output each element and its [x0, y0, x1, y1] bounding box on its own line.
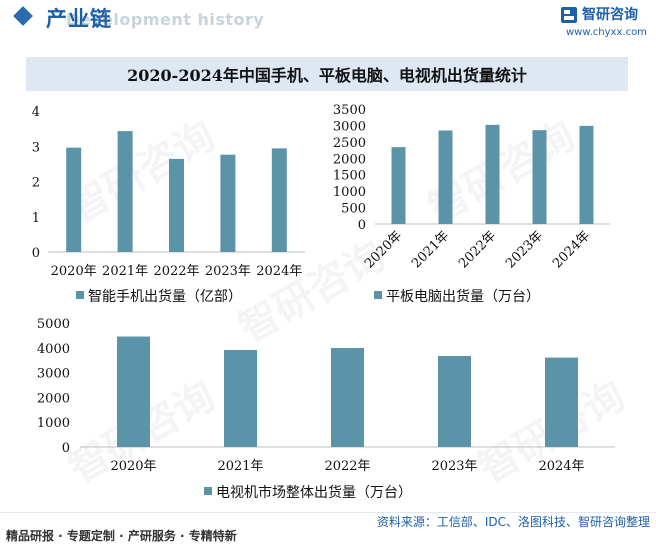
footer-divider — [0, 512, 656, 513]
bar — [224, 350, 257, 447]
bar — [169, 158, 184, 252]
x-tick-label: 2024年 — [538, 459, 584, 474]
section-title: 产业链 — [46, 7, 112, 31]
y-tick-label: 1500 — [333, 169, 366, 184]
legend-label: 电视机市场整体出货量（万台） — [216, 484, 412, 501]
y-tick-label: 500 — [341, 202, 366, 217]
y-tick-label: 4000 — [37, 342, 70, 357]
legend-label: 智能手机出货量（亿部） — [88, 288, 242, 305]
y-tick-label: 1000 — [37, 416, 70, 431]
y-tick-label: 2000 — [37, 391, 70, 406]
x-tick-label: 2022年 — [324, 459, 370, 474]
y-tick-label: 2500 — [333, 136, 366, 151]
legend-swatch — [374, 291, 382, 299]
y-tick-label: 1000 — [333, 185, 366, 200]
y-tick-label: 4 — [32, 105, 40, 120]
y-tick-label: 2 — [32, 176, 40, 191]
y-tick-label: 0 — [62, 441, 70, 456]
bar — [438, 356, 471, 447]
x-tick-label: 2023年 — [431, 459, 477, 474]
x-tick-label: 2020年 — [110, 459, 156, 474]
y-tick-label: 3000 — [37, 367, 70, 382]
x-tick-label: 2024年 — [256, 264, 302, 279]
legend-label: 平板电脑出货量（万台） — [386, 288, 540, 305]
bar — [438, 130, 453, 224]
bar — [117, 336, 150, 447]
bar — [117, 131, 133, 252]
brand-logo-icon — [561, 7, 577, 23]
section-subtitle: Development history — [66, 10, 265, 29]
x-tick-label: 2021年 — [217, 459, 263, 474]
y-tick-label: 3 — [32, 140, 40, 155]
bar — [66, 147, 82, 252]
x-tick-label: 2020年 — [362, 228, 405, 271]
y-tick-label: 3000 — [333, 119, 366, 134]
bar — [220, 154, 236, 252]
x-tick-label: 2022年 — [456, 228, 499, 271]
bar — [545, 357, 578, 447]
footer-tagline: 精品研报 · 专题定制 · 产研服务 · 专精特新 — [6, 529, 237, 543]
chart-title-bar: 2020-2024年中国手机、平板电脑、电视机出货量统计 — [26, 57, 628, 91]
x-tick-label: 2021年 — [409, 228, 452, 271]
x-tick-label: 2023年 — [205, 264, 251, 279]
bar — [485, 124, 500, 224]
y-tick-label: 0 — [358, 218, 366, 233]
bar — [532, 130, 547, 224]
bar — [391, 147, 406, 224]
x-tick-label: 2022年 — [153, 264, 199, 279]
chart-title: 2020-2024年中国手机、平板电脑、电视机出货量统计 — [127, 66, 527, 85]
brand-url: www.chyxx.com — [566, 27, 647, 38]
x-tick-label: 2021年 — [102, 264, 148, 279]
y-tick-label: 0 — [32, 246, 40, 261]
bar — [331, 347, 364, 447]
x-tick-label: 2024年 — [550, 228, 593, 271]
footer-source: 资料来源：工信部、IDC、洛图科技、智研咨询整理 — [376, 515, 650, 529]
y-tick-label: 5000 — [37, 317, 70, 332]
legend-swatch — [204, 487, 212, 495]
bar — [271, 148, 287, 252]
x-tick-label: 2023年 — [503, 228, 546, 271]
y-tick-label: 3500 — [333, 103, 366, 118]
bar — [579, 125, 594, 224]
legend-swatch — [76, 291, 84, 299]
y-tick-label: 1 — [32, 211, 40, 226]
y-tick-label: 2000 — [333, 152, 366, 167]
x-tick-label: 2020年 — [51, 264, 97, 279]
header: Development history 产业链 智研咨询 www.chyxx.c… — [0, 0, 656, 44]
brand-name: 智研咨询 — [582, 7, 638, 23]
